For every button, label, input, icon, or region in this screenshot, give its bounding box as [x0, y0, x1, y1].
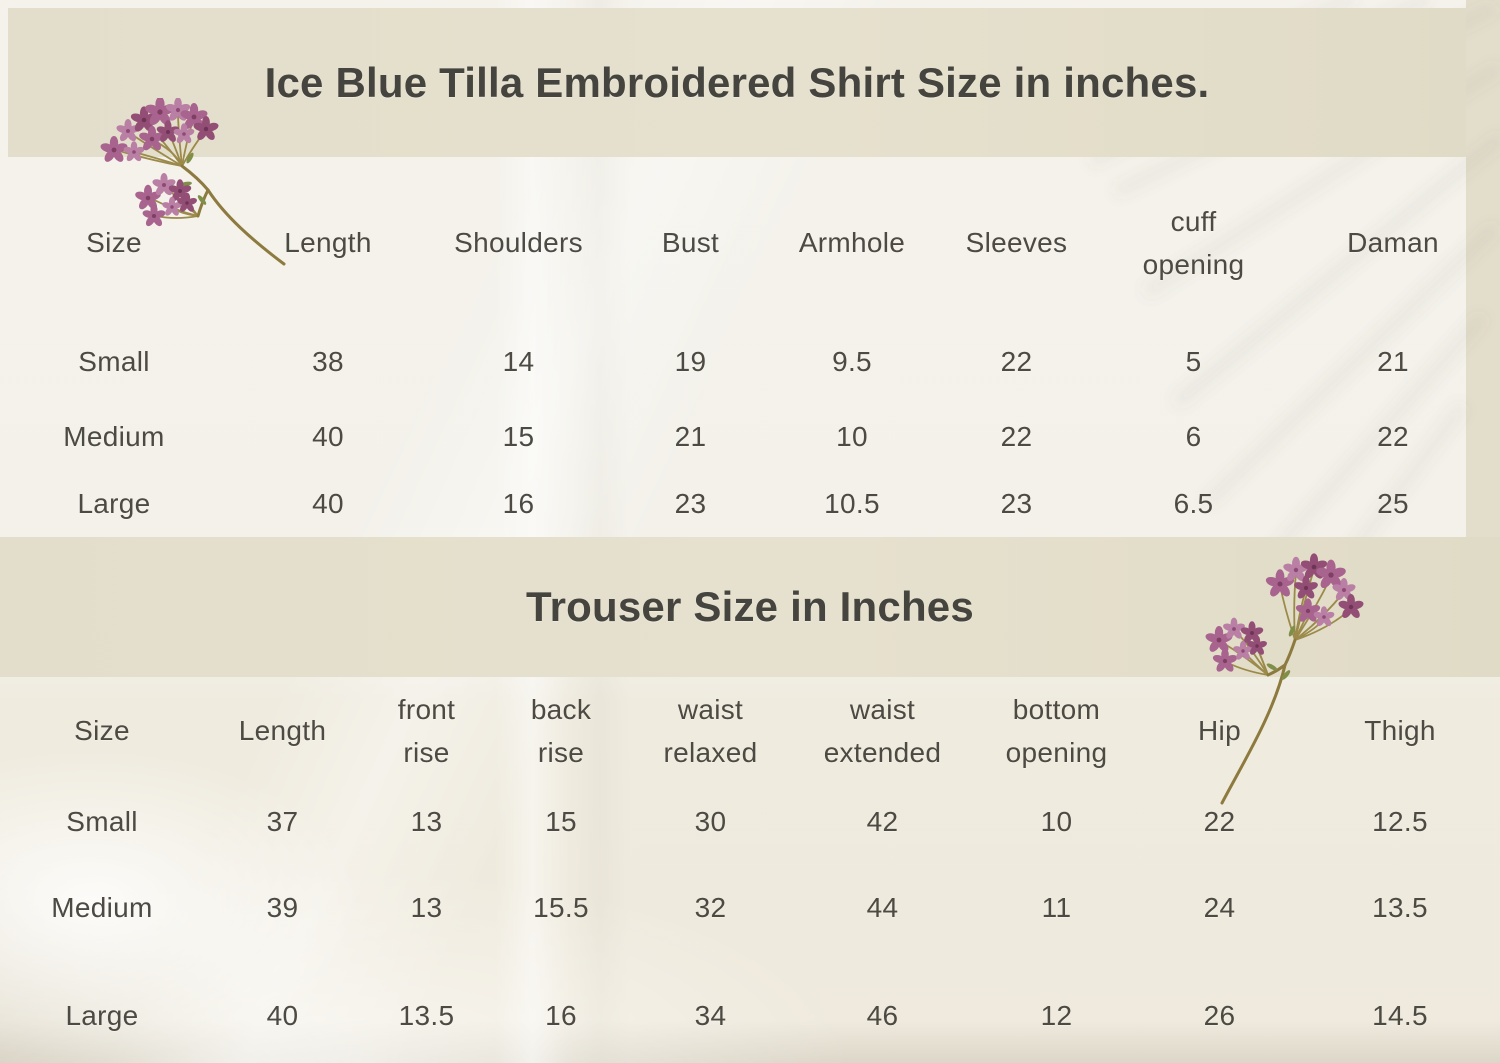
- size-value-cell: 40: [266, 1000, 299, 1032]
- row-size-label: Medium: [51, 892, 153, 924]
- size-value-cell: 38: [312, 346, 344, 378]
- column-header: Hip: [1198, 715, 1241, 747]
- size-value-cell: 13.5: [1372, 892, 1428, 924]
- size-value-cell: 25: [1377, 488, 1409, 520]
- trouser-section-title: Trouser Size in Inches: [526, 583, 974, 630]
- column-header: Shoulders: [454, 227, 583, 259]
- size-value-cell: 39: [266, 892, 299, 924]
- column-header: waist relaxed: [663, 693, 758, 768]
- size-value-cell: 10.5: [824, 488, 880, 520]
- column-header: bottom opening: [1005, 693, 1108, 768]
- column-header: back rise: [530, 693, 592, 768]
- size-value-cell: 37: [266, 806, 299, 838]
- size-value-cell: 46: [866, 1000, 899, 1032]
- row-size-label: Large: [77, 488, 151, 520]
- column-header: Thigh: [1364, 715, 1436, 747]
- row-size-label: Small: [78, 346, 150, 378]
- column-header: Sleeves: [965, 227, 1068, 259]
- size-value-cell: 12.5: [1372, 806, 1428, 838]
- size-value-cell: 40: [312, 488, 344, 520]
- table-row: Medium 39 13 15.5 32 44 11 24 13.5: [0, 883, 1500, 933]
- column-header: Length: [238, 715, 327, 747]
- size-value-cell: 10: [1040, 806, 1073, 838]
- table-row: Small 37 13 15 30 42 10 22 12.5: [0, 797, 1500, 847]
- size-value-cell: 5: [1185, 346, 1202, 378]
- size-value-cell: 15.5: [533, 892, 589, 924]
- size-value-cell: 6.5: [1173, 488, 1214, 520]
- size-value-cell: 10: [836, 421, 868, 453]
- size-value-cell: 13: [410, 892, 443, 924]
- size-value-cell: 30: [694, 806, 727, 838]
- size-value-cell: 22: [1000, 346, 1033, 378]
- shirt_section-header-row: Size Length Shoulders Bust Armhole Sleeves cuf…: [0, 193, 1500, 293]
- column-header: Length: [284, 227, 372, 259]
- row-size-label: Small: [66, 806, 138, 838]
- table-row: Small 38 14 19 9.5 22 5 21: [0, 337, 1500, 387]
- column-header: Size: [86, 227, 142, 259]
- size-value-cell: 42: [866, 806, 899, 838]
- size-value-cell: 12: [1040, 1000, 1073, 1032]
- row-size-label: Large: [65, 1000, 139, 1032]
- size-value-cell: 23: [1000, 488, 1033, 520]
- size-value-cell: 40: [312, 421, 344, 453]
- size-value-cell: 16: [545, 1000, 577, 1032]
- column-header: Size: [74, 715, 130, 747]
- size-value-cell: 22: [1000, 421, 1033, 453]
- size-value-cell: 32: [694, 892, 727, 924]
- size-value-cell: 14.5: [1372, 1000, 1428, 1032]
- column-header: cuff opening: [1142, 205, 1245, 280]
- size-value-cell: 21: [1377, 346, 1409, 378]
- size-value-cell: 16: [502, 488, 535, 520]
- column-header: waist extended: [823, 693, 942, 768]
- size-value-cell: 13.5: [398, 1000, 455, 1032]
- table-row: Large 40 13.5 16 34 46 12 26 14.5: [0, 991, 1500, 1041]
- column-header: Armhole: [798, 227, 906, 259]
- size-value-cell: 19: [674, 346, 707, 378]
- size-value-cell: 6: [1185, 421, 1202, 453]
- size-value-cell: 26: [1203, 1000, 1236, 1032]
- size-value-cell: 34: [694, 1000, 727, 1032]
- table-row: Medium 40 15 21 10 22 6 22: [0, 412, 1500, 462]
- shirt-section-title: Ice Blue Tilla Embroidered Shirt Size in…: [264, 58, 1210, 106]
- size-value-cell: 13: [410, 806, 443, 838]
- size-value-cell: 21: [674, 421, 707, 453]
- column-header: Bust: [661, 227, 720, 259]
- size-value-cell: 15: [545, 806, 577, 838]
- size-value-cell: 11: [1041, 892, 1072, 924]
- size-value-cell: 22: [1377, 421, 1409, 453]
- size-value-cell: 14: [502, 346, 535, 378]
- column-header: Daman: [1347, 227, 1439, 259]
- column-header: front rise: [397, 693, 456, 768]
- size-value-cell: 15: [502, 421, 535, 453]
- size-value-cell: 24: [1203, 892, 1236, 924]
- row-size-label: Medium: [63, 421, 165, 453]
- table-row: Large 40 16 23 10.5 23 6.5 25: [0, 479, 1500, 529]
- trouser_section-header-row: Size Length front rise back rise waist relax…: [0, 681, 1500, 781]
- size-value-cell: 22: [1203, 806, 1236, 838]
- trouser-title-band: Trouser Size in Inches: [0, 537, 1500, 677]
- size-value-cell: 23: [674, 488, 707, 520]
- size-value-cell: 9.5: [832, 346, 872, 378]
- size-value-cell: 44: [866, 892, 899, 924]
- shirt-title-band: Ice Blue Tilla Embroidered Shirt Size in…: [8, 8, 1466, 157]
